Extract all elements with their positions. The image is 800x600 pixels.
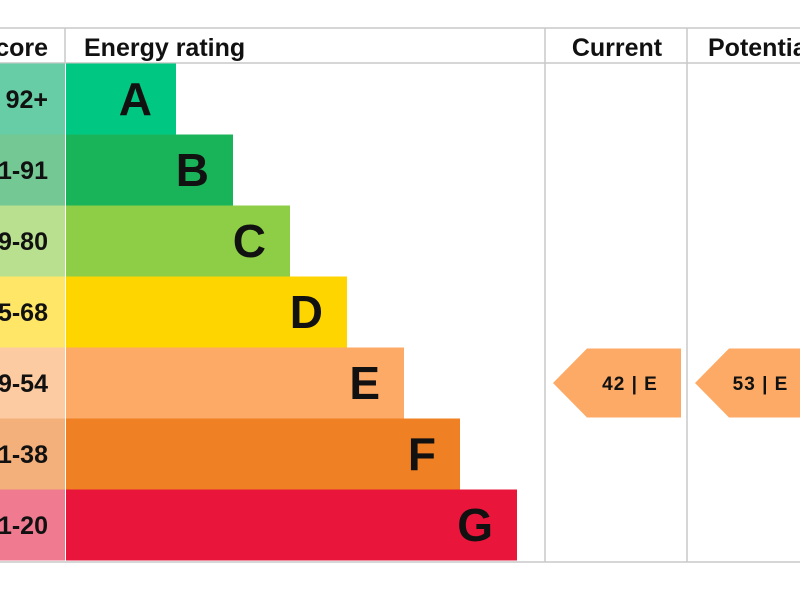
score-cell-f — [0, 418, 65, 490]
current-rating-arrow: 42 | E — [553, 348, 681, 418]
band-letter-d: D — [290, 286, 323, 338]
band-bar-d — [66, 276, 347, 348]
band-letter-b: B — [176, 144, 209, 196]
score-range-label: 81-91 — [0, 157, 48, 185]
score-range-label: 92+ — [6, 86, 48, 114]
score-cell-c — [0, 205, 65, 277]
band-bar-g — [66, 489, 517, 561]
header-row: Score Energy rating Current Potential — [0, 34, 800, 62]
band-row-c: 69-80 C — [0, 205, 290, 277]
current-column-header: Current — [572, 34, 663, 62]
score-cell-d — [0, 276, 65, 348]
band-bar-e — [66, 347, 404, 419]
band-bar-a — [66, 63, 176, 135]
current-rating-value: 42 | E — [602, 374, 658, 395]
band-row-g: 1-20 G — [0, 489, 517, 561]
band-row-e: 39-54 E — [0, 347, 404, 419]
score-cell-b — [0, 134, 65, 206]
band-letter-f: F — [408, 428, 436, 480]
band-row-b: 81-91 B — [0, 134, 233, 206]
potential-arrow-shape — [695, 348, 800, 418]
band-row-d: 55-68 D — [0, 276, 347, 348]
band-row-a: 92+ A — [0, 63, 176, 135]
rating-bands: 92+ A 81-91 B 69-80 C 55-68 D 39-54 E 21-38 F 1-20 G — [0, 63, 517, 561]
band-letter-e: E — [349, 357, 380, 409]
grid-layer — [0, 27, 800, 563]
rating-arrows: 42 | E 53 | E — [553, 348, 800, 418]
score-range-label: 1-20 — [0, 512, 48, 540]
band-row-f: 21-38 F — [0, 418, 460, 490]
band-letter-g: G — [457, 499, 493, 551]
band-letter-c: C — [233, 215, 266, 267]
score-range-label: 21-38 — [0, 441, 48, 469]
band-letter-a: A — [119, 73, 152, 125]
score-range-label: 69-80 — [0, 228, 48, 256]
potential-rating-value: 53 | E — [733, 374, 789, 395]
band-bar-c — [66, 205, 290, 277]
score-cell-a — [0, 63, 65, 135]
score-column-header: Score — [0, 34, 48, 62]
score-range-label: 39-54 — [0, 370, 48, 398]
potential-column-header: Potential — [708, 34, 800, 62]
current-arrow-shape — [553, 348, 681, 418]
band-bar-b — [66, 134, 233, 206]
potential-rating-arrow: 53 | E — [695, 348, 800, 418]
score-cell-e — [0, 347, 65, 419]
score-cell-g — [0, 489, 65, 561]
score-range-label: 55-68 — [0, 299, 48, 327]
band-bar-f — [66, 418, 460, 490]
energy-rating-column-header: Energy rating — [84, 34, 245, 62]
